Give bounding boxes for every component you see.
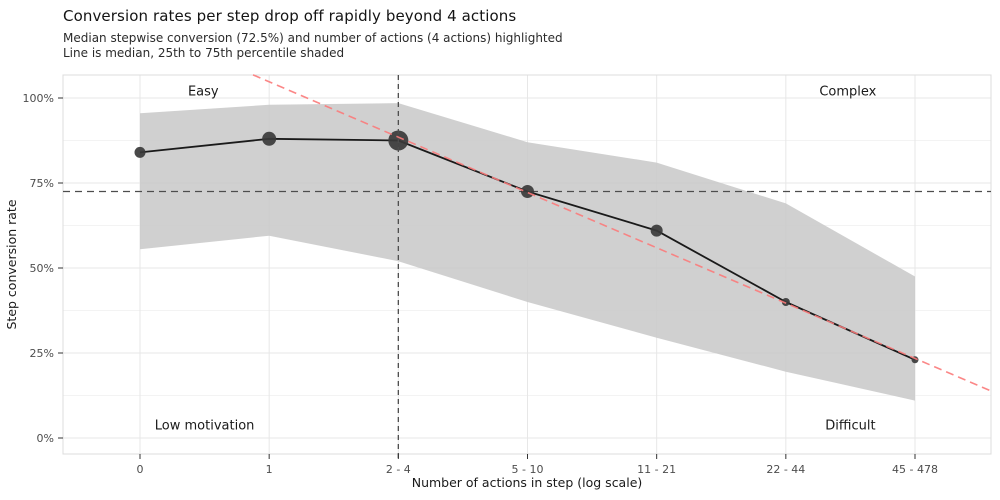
x-tick-label: 45 - 478 xyxy=(892,463,938,476)
y-tick-label: 50% xyxy=(30,262,54,275)
x-tick-label: 5 - 10 xyxy=(512,463,544,476)
y-axis-title: Step conversion rate xyxy=(4,199,19,329)
chart-subtitle-line1: Median stepwise conversion (72.5%) and n… xyxy=(63,31,563,45)
x-tick-label: 0 xyxy=(137,463,144,476)
y-tick-label: 25% xyxy=(30,347,54,360)
data-point xyxy=(134,146,146,158)
data-point xyxy=(521,185,535,198)
data-point xyxy=(650,224,663,237)
x-tick-label: 1 xyxy=(266,463,273,476)
trend-line xyxy=(252,74,992,392)
annotation-label: Easy xyxy=(188,85,219,100)
y-tick-label: 100% xyxy=(23,92,54,105)
annotation-label: Low motivation xyxy=(155,419,255,434)
y-tick-label: 0% xyxy=(37,432,54,445)
y-tick-label: 75% xyxy=(30,177,54,190)
annotation-label: Complex xyxy=(819,85,876,100)
x-axis-title: Number of actions in step (log scale) xyxy=(412,475,643,490)
chart-title: Conversion rates per step drop off rapid… xyxy=(63,7,517,25)
chart-subtitle-line2: Line is median, 25th to 75th percentile … xyxy=(63,45,345,60)
data-point xyxy=(262,131,277,146)
annotation-label: Difficult xyxy=(825,419,875,434)
percentile-band xyxy=(140,103,916,401)
data-point xyxy=(781,298,790,306)
x-tick-label: 2 - 4 xyxy=(386,463,411,476)
chart-header: Conversion rates per step drop off rapid… xyxy=(63,7,963,60)
x-tick-label: 11 - 21 xyxy=(637,463,676,476)
panel-border xyxy=(62,74,992,455)
x-tick-label: 22 - 44 xyxy=(766,463,805,476)
